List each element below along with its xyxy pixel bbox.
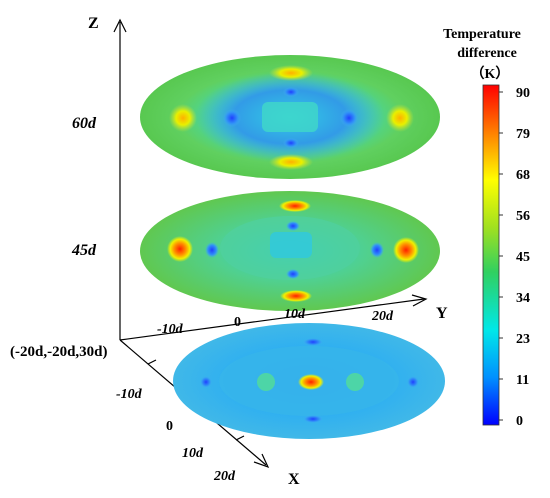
x-tick-neg10d: -10d (116, 387, 143, 402)
colorbar: Temperature difference （K） 90 79 68 56 45 34 2… (443, 27, 530, 429)
x-tick-20d: 20d (213, 469, 236, 484)
slice-30d-warm-right (346, 373, 364, 391)
colorbar-tick-label: 0 (516, 414, 523, 429)
colorbar-tick-label: 45 (516, 250, 530, 265)
slice-45d-hotspot-right (393, 237, 419, 263)
slice-60d-cold-top (283, 87, 299, 97)
y-axis-label: Y (436, 305, 448, 322)
colorbar-gradient (482, 84, 500, 426)
y-axis (119, 298, 425, 341)
x-arrowhead (253, 453, 270, 469)
y-tick-20d: 20d (371, 309, 394, 324)
slice-60d-cold-right (340, 109, 358, 127)
colorbar-ticks: 90 79 68 56 45 34 23 11 0 (499, 86, 530, 429)
colorbar-title-line1: Temperature (443, 27, 521, 42)
slice-30d-hotspot-center (298, 374, 324, 390)
z-tick-60d: 60d (72, 115, 97, 132)
colorbar-tick-label: 34 (516, 291, 530, 306)
slice-30d-warm-left (257, 373, 275, 391)
slice-45d-hotspot-left (167, 236, 193, 262)
y-tick-10d: 10d (284, 307, 306, 322)
slice-60d-cold-bottom (283, 138, 299, 148)
slice-30d (173, 323, 445, 439)
z-tick-45d: 45d (71, 242, 97, 259)
slice-60d (140, 55, 440, 179)
slice-60d-hotspot-right (386, 104, 414, 132)
x-axis-label: X (288, 471, 300, 488)
slice-45d-hotspot-top (279, 200, 311, 212)
origin-label: (-20d,-20d,30d) (10, 344, 108, 360)
slice-45d-hotspot-bottom (280, 290, 312, 302)
slice-45d-center-box (270, 232, 312, 258)
slice-30d-cold-top (303, 338, 323, 346)
y-tick-neg10d: -10d (157, 322, 184, 337)
colorbar-tick-label: 90 (516, 86, 530, 101)
z-arrowhead (113, 18, 127, 33)
slice-45d-cold-bottom (286, 269, 300, 279)
slice-30d-cold-left (200, 376, 212, 388)
slice-45d-cold-left (205, 242, 219, 258)
colorbar-tick-label: 68 (516, 168, 530, 183)
slice-45d-cold-right (370, 242, 384, 258)
x-tick-0: 0 (166, 419, 173, 434)
slice-60d-center-box (262, 102, 318, 132)
colorbar-tick-label: 23 (516, 332, 530, 347)
x-tick-10d: 10d (182, 446, 204, 461)
slice-45d (140, 191, 440, 311)
slice-60d-hotspot-left (169, 104, 197, 132)
colorbar-tick-label: 56 (516, 209, 530, 224)
colorbar-title-line2: difference (457, 46, 517, 61)
slice-30d-cold-right (407, 376, 419, 388)
colorbar-unit: （K） (471, 66, 510, 82)
x-tick-1 (147, 359, 157, 365)
slice-60d-hotspot-bottom (269, 154, 313, 170)
z-axis-label: Z (88, 15, 99, 32)
y-arrowhead (411, 294, 428, 307)
y-tick-0: 0 (234, 315, 241, 330)
colorbar-tick-label: 11 (516, 373, 529, 388)
slice-45d-cold-top (286, 221, 300, 231)
slice-30d-cold-bottom (303, 415, 323, 423)
colorbar-tick-label: 79 (516, 127, 530, 142)
slice-60d-cold-left (223, 109, 241, 127)
slice-60d-hotspot-top (269, 65, 313, 81)
x-tick-4 (235, 435, 245, 441)
